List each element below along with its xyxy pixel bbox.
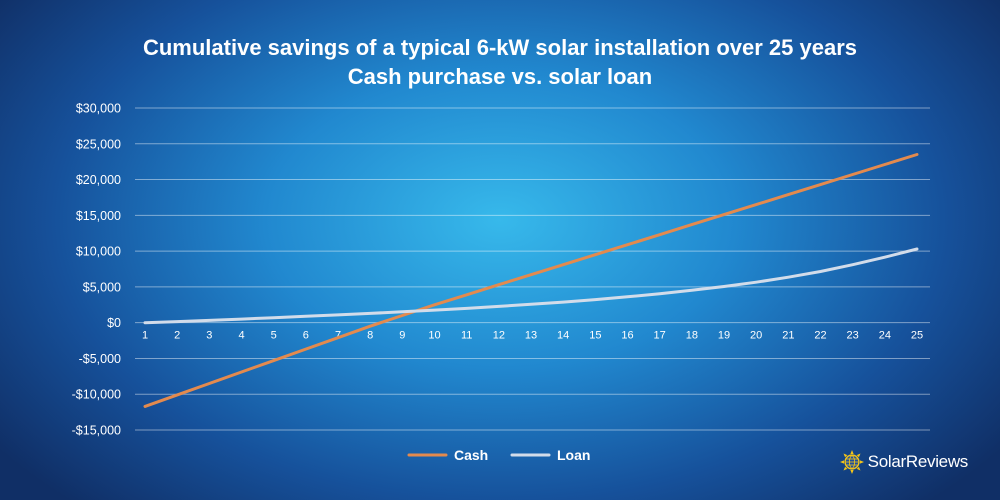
- y-tick-label: -$15,000: [72, 424, 121, 438]
- x-tick-label: 6: [303, 330, 309, 342]
- x-tick-label: 21: [782, 330, 794, 342]
- chart-title: Cumulative savings of a typical 6-kW sol…: [143, 35, 857, 60]
- y-tick-label: $15,000: [76, 209, 121, 223]
- chart-subtitle: Cash purchase vs. solar loan: [348, 64, 652, 89]
- series-line-loan: [143, 247, 919, 325]
- x-tick-label: 5: [271, 330, 277, 342]
- x-tick-label: 19: [718, 330, 730, 342]
- x-tick-label: 23: [847, 330, 859, 342]
- brand-logo: SolarReviews: [839, 450, 969, 474]
- y-tick-label: $10,000: [76, 245, 121, 259]
- legend-label: Cash: [454, 447, 488, 463]
- x-tick-label: 15: [589, 330, 601, 342]
- legend-item-cash: Cash: [407, 447, 488, 463]
- x-tick-label: 14: [557, 330, 569, 342]
- x-tick-label: 9: [399, 330, 405, 342]
- y-axis: $30,000 $25,000 $20,000 $15,000 $10,000 $5,00…: [72, 102, 121, 438]
- gridlines: [135, 107, 930, 431]
- x-tick-label: 11: [461, 330, 472, 342]
- y-tick-label: $25,000: [76, 137, 121, 151]
- y-tick-label: $5,000: [83, 280, 121, 294]
- x-tick-label: 1: [142, 330, 148, 342]
- x-tick-label: 12: [493, 330, 505, 342]
- series-lines: [143, 153, 919, 408]
- y-tick-label: -$5,000: [79, 352, 121, 366]
- series-line-cash: [143, 153, 919, 408]
- y-tick-label: -$10,000: [72, 388, 121, 402]
- x-axis: 1 2 3 4 5 6 7 8 9 10 11 12 13 14 15 16 17 18 19 20 21 22 23 24 2…: [142, 330, 923, 342]
- x-tick-label: 25: [911, 330, 923, 342]
- legend-label: Loan: [557, 447, 590, 463]
- x-tick-label: 8: [367, 330, 373, 342]
- x-tick-label: 17: [654, 330, 666, 342]
- sun-globe-logo-icon: [839, 450, 864, 474]
- x-tick-label: 18: [686, 330, 698, 342]
- legend: Cash Loan: [407, 447, 590, 463]
- x-tick-label: 16: [621, 330, 633, 342]
- y-tick-label: $30,000: [76, 102, 121, 116]
- x-tick-label: 10: [428, 330, 440, 342]
- y-tick-label: $20,000: [76, 173, 121, 187]
- x-tick-label: 7: [335, 330, 341, 342]
- x-tick-label: 4: [238, 330, 244, 342]
- x-tick-label: 22: [814, 330, 826, 342]
- y-tick-label: $0: [107, 316, 121, 330]
- x-tick-label: 20: [750, 330, 762, 342]
- x-tick-label: 3: [206, 330, 212, 342]
- brand-name: SolarReviews: [867, 452, 969, 471]
- legend-item-loan: Loan: [510, 447, 590, 463]
- x-tick-label: 2: [174, 330, 180, 342]
- x-tick-label: 13: [525, 330, 537, 342]
- x-tick-label: 24: [879, 330, 891, 342]
